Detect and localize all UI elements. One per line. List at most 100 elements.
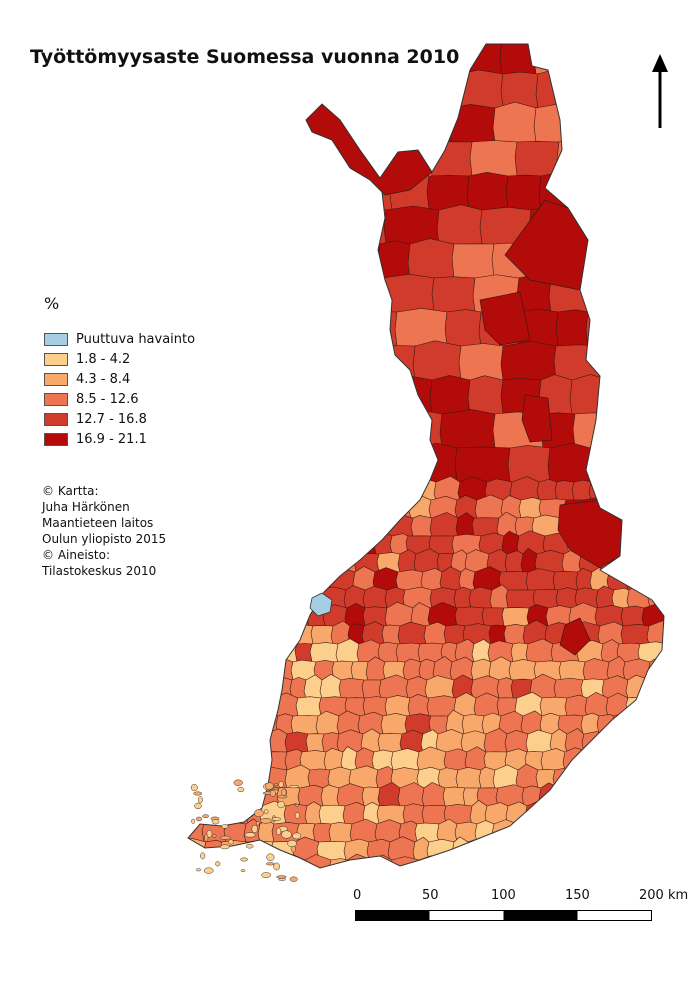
municipality-region	[301, 496, 327, 522]
municipality-region	[248, 679, 268, 702]
municipality-region	[222, 585, 248, 612]
municipality-region	[282, 495, 307, 522]
island-region	[211, 819, 220, 825]
municipality-region	[627, 171, 664, 214]
municipality-region	[532, 873, 563, 899]
municipality-region	[656, 858, 664, 868]
municipality-region	[538, 782, 563, 810]
municipality-region	[533, 103, 579, 146]
municipality-region	[264, 310, 310, 350]
legend-item-missing: Puuttuva havainto	[44, 329, 195, 349]
municipality-region	[593, 802, 625, 828]
municipality-region	[200, 499, 229, 522]
municipality-region	[310, 516, 334, 540]
municipality-region	[259, 141, 310, 180]
municipality-region	[436, 204, 485, 248]
municipality-region	[625, 674, 653, 702]
legend: % Puuttuva havainto 1.8 - 4.2 4.3 - 8.4 …	[44, 294, 195, 449]
municipality-region	[569, 858, 589, 868]
island-region	[255, 821, 260, 826]
municipality-region	[504, 858, 536, 868]
municipality-region	[188, 714, 206, 738]
municipality-region	[241, 623, 271, 648]
island-region	[221, 824, 229, 829]
municipality-region	[515, 823, 535, 846]
municipality-region	[654, 516, 664, 540]
municipality-region	[643, 569, 664, 594]
island-region	[294, 812, 300, 819]
legend-swatch	[44, 352, 68, 366]
municipality-region	[540, 804, 565, 828]
municipality-region	[188, 624, 206, 648]
municipality-region	[202, 640, 227, 666]
municipality-region	[304, 413, 353, 452]
municipality-region	[188, 588, 203, 612]
municipality-region	[468, 872, 490, 899]
municipality-region	[651, 205, 664, 248]
municipality-region	[188, 138, 223, 180]
municipality-region	[483, 840, 507, 864]
municipality-region	[623, 733, 653, 756]
municipality-region	[240, 750, 269, 774]
municipality-region	[328, 517, 359, 540]
municipality-region	[604, 411, 651, 452]
municipality-region	[547, 442, 593, 486]
municipality-region	[379, 876, 403, 899]
municipality-region	[218, 531, 243, 558]
municipality-region	[656, 379, 664, 418]
municipality-region	[231, 477, 263, 504]
legend-label: 8.5 - 12.6	[76, 391, 139, 407]
municipality-region	[188, 660, 197, 684]
island-region	[295, 803, 300, 807]
municipality-region	[405, 72, 463, 112]
municipality-region	[343, 274, 386, 316]
municipality-region	[226, 732, 249, 756]
municipality-region	[275, 584, 296, 612]
municipality-region	[665, 639, 695, 665]
island-region	[193, 791, 203, 796]
municipality-region	[640, 749, 662, 774]
municipality-region	[188, 571, 210, 594]
municipality-region	[304, 311, 363, 350]
municipality-region	[258, 530, 284, 558]
municipality-region	[639, 696, 661, 720]
municipality-region	[207, 103, 258, 146]
municipality-region	[204, 729, 232, 756]
municipality-region	[647, 657, 664, 684]
municipality-region	[261, 499, 288, 522]
scale-label-200: 200 km	[639, 888, 689, 903]
island-region	[277, 801, 285, 809]
municipality-region	[321, 494, 350, 522]
municipality-region	[391, 478, 419, 504]
municipality-region	[317, 530, 337, 558]
island-region	[240, 857, 248, 862]
municipality-region	[207, 274, 244, 316]
municipality-region	[247, 549, 268, 576]
municipality-region	[556, 138, 593, 180]
municipality-region	[209, 659, 240, 684]
municipality-region	[204, 570, 224, 594]
municipality-region	[231, 697, 258, 720]
island-region	[276, 875, 287, 879]
credit-line: Oulun yliopisto 2015	[42, 532, 167, 546]
island-region	[194, 802, 202, 810]
municipality-region	[645, 714, 664, 738]
municipality-region	[217, 479, 237, 504]
municipality-region	[191, 602, 219, 630]
municipality-region	[454, 446, 513, 486]
municipality-region	[277, 512, 300, 540]
credit-line: © Aineisto:	[42, 548, 111, 562]
municipality-region	[585, 307, 626, 350]
municipality-region	[347, 412, 392, 452]
municipality-region	[260, 603, 285, 630]
municipality-region-high	[559, 617, 591, 656]
municipality-region	[625, 712, 651, 738]
municipality-region	[666, 554, 686, 575]
municipality-region	[188, 674, 200, 702]
municipality-region	[576, 44, 620, 78]
island-region	[233, 779, 243, 786]
municipality-region	[549, 819, 575, 846]
municipality-region	[188, 534, 198, 558]
legend-unit: %	[44, 294, 60, 313]
municipality-region	[297, 170, 354, 214]
